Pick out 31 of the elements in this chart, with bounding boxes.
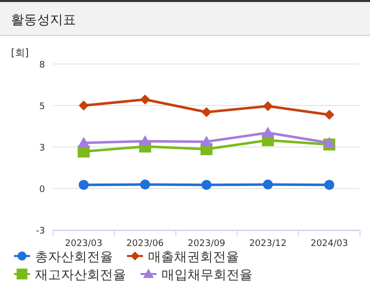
point bbox=[200, 136, 212, 146]
point bbox=[262, 126, 274, 138]
x-tick-label: 2023/09 bbox=[188, 239, 226, 249]
point bbox=[262, 101, 273, 112]
point bbox=[78, 100, 89, 110]
legend-label: 재고자산회전율 bbox=[35, 268, 126, 283]
x-tick-label: 2024/03 bbox=[310, 239, 348, 249]
point bbox=[323, 136, 336, 148]
y-tick-label: 8 bbox=[39, 60, 46, 70]
y-tick-label: 3 bbox=[39, 144, 45, 154]
x-tick-label: 2023/03 bbox=[65, 239, 102, 249]
chart-title: 활동성지표 bbox=[11, 13, 76, 28]
point bbox=[140, 94, 150, 105]
point bbox=[262, 180, 273, 190]
point bbox=[202, 180, 212, 190]
point bbox=[140, 180, 150, 190]
point bbox=[202, 107, 212, 118]
y-tick-label: 5 bbox=[39, 102, 45, 112]
x-tick-label: 2023/06 bbox=[126, 239, 164, 249]
y-axis-title: [회] bbox=[11, 48, 29, 59]
point bbox=[78, 136, 90, 148]
y-tick-label: 0 bbox=[39, 185, 46, 195]
point bbox=[324, 180, 334, 190]
point bbox=[324, 110, 334, 120]
legend-label: 총자산회전율 bbox=[35, 250, 113, 265]
y-tick-label: -3 bbox=[36, 226, 45, 236]
point bbox=[139, 135, 152, 146]
legend-label: 매출채권회전율 bbox=[148, 250, 239, 265]
legend-label: 매입채무회전율 bbox=[162, 268, 252, 283]
x-tick-label: 2023/12 bbox=[249, 239, 287, 249]
point bbox=[78, 180, 89, 190]
